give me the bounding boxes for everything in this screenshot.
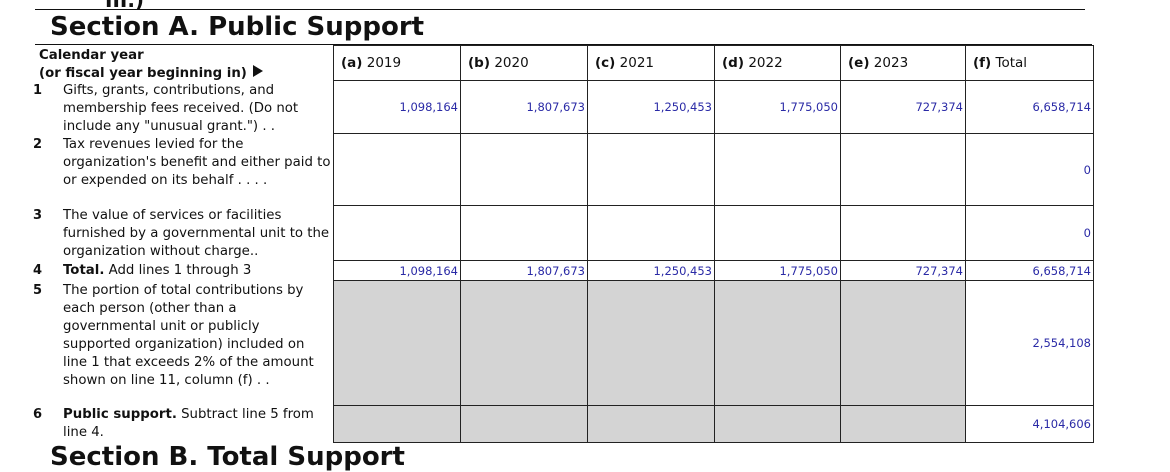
column-letter: (d) bbox=[722, 55, 745, 71]
label-header-text: (or fiscal year beginning in) bbox=[39, 66, 247, 81]
column-year: 2022 bbox=[748, 55, 783, 71]
table-cell bbox=[714, 280, 841, 406]
table-cell: 1,098,164 bbox=[333, 260, 461, 281]
column-year: 2023 bbox=[873, 55, 909, 71]
line-number: 5 bbox=[33, 283, 43, 298]
table-cell bbox=[333, 133, 461, 206]
table-cell bbox=[333, 405, 461, 443]
table-cell bbox=[714, 205, 841, 261]
line-desc: The portion of total contributions by ea… bbox=[63, 283, 314, 388]
line-text: Total. Add lines 1 through 3 bbox=[63, 262, 331, 280]
column-header: (e) 2023 bbox=[840, 45, 966, 81]
column-year: 2021 bbox=[619, 55, 654, 71]
column-header: (f) Total bbox=[965, 45, 1094, 81]
column-header: (c) 2021 bbox=[587, 45, 715, 81]
table-cell bbox=[840, 205, 966, 261]
table-cell: 2,554,108 bbox=[965, 280, 1094, 406]
table-cell bbox=[460, 205, 588, 261]
page: {"header": {"fragment": "III.)", "title"… bbox=[33, 0, 1094, 472]
table-cell: 1,807,673 bbox=[460, 80, 588, 134]
column-year: 2019 bbox=[366, 55, 402, 71]
line-desc: Gifts, grants, contributions, and member… bbox=[63, 83, 299, 134]
table-cell: 727,374 bbox=[840, 80, 966, 134]
table-cell: 1,775,050 bbox=[714, 260, 841, 281]
line-number: 1 bbox=[33, 83, 43, 98]
line-bold: Public support. bbox=[63, 407, 177, 422]
line-text: The portion of total contributions by ea… bbox=[63, 282, 331, 390]
column-header: (d) 2022 bbox=[714, 45, 841, 81]
line-desc: The value of services or facilities furn… bbox=[63, 208, 330, 259]
table-cell: 0 bbox=[965, 133, 1094, 206]
table-cell: 0 bbox=[965, 205, 1094, 261]
rule bbox=[35, 44, 1092, 45]
table-cell bbox=[460, 405, 588, 443]
table-cell: 4,104,606 bbox=[965, 405, 1094, 443]
table-cell: 1,250,453 bbox=[587, 260, 715, 281]
line-desc: Subtract line 5 from line 4. bbox=[63, 407, 314, 440]
table-cell bbox=[587, 133, 715, 206]
table-cell: 6,658,714 bbox=[965, 260, 1094, 281]
column-letter: (a) bbox=[341, 55, 363, 71]
label-header-line: (or fiscal year beginning in) bbox=[39, 65, 264, 83]
table-cell bbox=[333, 280, 461, 406]
column-letter: (b) bbox=[468, 55, 491, 71]
line-text: The value of services or facilities furn… bbox=[63, 207, 331, 261]
line-number: 4 bbox=[33, 263, 43, 278]
column-letter: (c) bbox=[595, 55, 616, 71]
table-cell bbox=[840, 133, 966, 206]
line-number: 6 bbox=[33, 407, 43, 422]
table-cell: 1,775,050 bbox=[714, 80, 841, 134]
column-year: Total bbox=[995, 55, 1028, 71]
table-cell bbox=[460, 280, 588, 406]
table-cell bbox=[840, 405, 966, 443]
table-cell: 727,374 bbox=[840, 260, 966, 281]
column-header: (a) 2019 bbox=[333, 45, 461, 81]
line-number: 3 bbox=[33, 208, 43, 223]
table-cell: 1,250,453 bbox=[587, 80, 715, 134]
line-text: Tax revenues levied for the organization… bbox=[63, 136, 331, 190]
table-cell: 6,658,714 bbox=[965, 80, 1094, 134]
line-desc: Tax revenues levied for the organization… bbox=[63, 137, 331, 188]
line-text: Gifts, grants, contributions, and member… bbox=[63, 82, 331, 136]
table-cell bbox=[714, 133, 841, 206]
table-cell bbox=[587, 205, 715, 261]
line-desc: Add lines 1 through 3 bbox=[108, 263, 252, 278]
section-title: Section A. Public Support bbox=[50, 12, 425, 42]
line-bold: Total. bbox=[63, 263, 105, 278]
line-text: Public support. Subtract line 5 from lin… bbox=[63, 406, 331, 442]
column-header: (b) 2020 bbox=[460, 45, 588, 81]
table-cell bbox=[460, 133, 588, 206]
clipped-heading: III.) bbox=[105, 0, 145, 12]
arrow-icon bbox=[252, 65, 263, 77]
table-cell bbox=[587, 280, 715, 406]
column-year: 2020 bbox=[494, 55, 529, 71]
line-number: 2 bbox=[33, 137, 43, 152]
next-section-title: Section B. Total Support bbox=[50, 442, 405, 472]
table-cell bbox=[714, 405, 841, 443]
column-letter: (e) bbox=[848, 55, 870, 71]
rule bbox=[35, 9, 1085, 10]
label-header: Calendar year (or fiscal year beginning … bbox=[39, 47, 264, 83]
table-cell bbox=[333, 205, 461, 261]
table-cell bbox=[587, 405, 715, 443]
table-cell bbox=[840, 280, 966, 406]
table-cell: 1,807,673 bbox=[460, 260, 588, 281]
column-letter: (f) bbox=[973, 55, 992, 71]
table-cell: 1,098,164 bbox=[333, 80, 461, 134]
label-header-line: Calendar year bbox=[39, 48, 144, 63]
